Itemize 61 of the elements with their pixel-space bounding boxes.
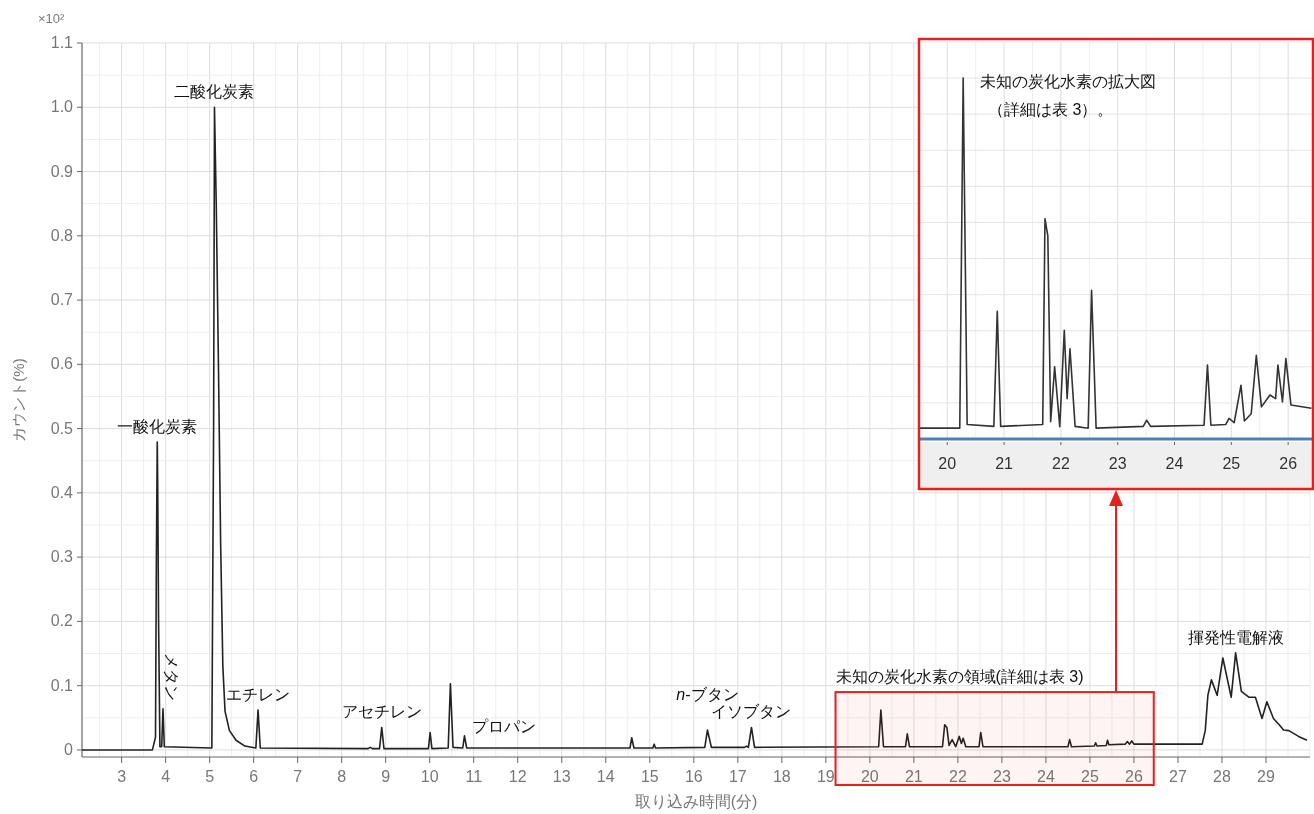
y-tick-label: 0 bbox=[64, 740, 74, 758]
y-tick-label: 0.2 bbox=[50, 612, 74, 630]
x-tick-label: 22 bbox=[948, 768, 967, 785]
annotation: 一酸化炭素 bbox=[117, 418, 198, 436]
x-tick-label: 25 bbox=[1081, 768, 1099, 785]
annotation: エチレン bbox=[226, 686, 291, 704]
x-tick-label: 11 bbox=[465, 768, 483, 785]
x-tick-label: 20 bbox=[860, 768, 879, 785]
annotation: 揮発性電解液 bbox=[1187, 628, 1284, 646]
x-tick-label: 21 bbox=[995, 455, 1014, 472]
annotation: 二酸化炭素 bbox=[174, 83, 255, 101]
x-tick-label: 12 bbox=[508, 768, 527, 785]
annotation: メタン bbox=[162, 652, 180, 701]
x-tick-label: 6 bbox=[249, 768, 259, 785]
y-tick-label: 0.5 bbox=[50, 419, 74, 437]
x-tick-label: 4 bbox=[161, 768, 171, 785]
x-tick-label: 16 bbox=[684, 768, 703, 785]
x-tick-label: 23 bbox=[993, 768, 1011, 785]
x-tick-label: 17 bbox=[728, 768, 747, 785]
y-tick-label: 0.1 bbox=[50, 676, 74, 694]
x-tick-label: 10 bbox=[420, 768, 439, 785]
y-tick-label: 0.3 bbox=[50, 548, 74, 566]
annotation: イソブタン bbox=[711, 703, 792, 721]
text: ×10² bbox=[38, 11, 66, 26]
x-tick-label: 26 bbox=[1279, 455, 1298, 472]
x-tick-label: 28 bbox=[1213, 768, 1231, 785]
x-tick-label: 23 bbox=[1108, 455, 1127, 472]
x-tick-label: 14 bbox=[596, 768, 615, 785]
x-tick-label: 21 bbox=[904, 768, 923, 785]
y-tick-label: 1.0 bbox=[50, 98, 74, 116]
x-tick-label: 18 bbox=[772, 768, 791, 785]
x-tick-label: 24 bbox=[1165, 455, 1184, 472]
y-axis-title: カウント(%) bbox=[10, 358, 27, 442]
x-tick-label: 8 bbox=[337, 768, 347, 785]
x-tick-label: 29 bbox=[1257, 768, 1275, 785]
annotation: n-ブタン bbox=[676, 686, 739, 704]
y-tick-label: 0.9 bbox=[50, 162, 74, 180]
x-tick-label: 20 bbox=[938, 455, 957, 472]
y-tick-label: 0.8 bbox=[50, 226, 74, 244]
x-tick-label: 27 bbox=[1169, 768, 1187, 785]
annotation: アセチレン bbox=[341, 703, 422, 721]
x-tick-label: 24 bbox=[1037, 768, 1055, 785]
x-tick-label: 13 bbox=[552, 768, 571, 785]
x-tick-label: 5 bbox=[205, 768, 215, 785]
y-tick-label: 0.4 bbox=[50, 483, 74, 501]
x-axis-title: 取り込み時間(分) bbox=[634, 793, 758, 810]
y-tick-label: 1.1 bbox=[50, 34, 74, 51]
x-tick-label: 3 bbox=[117, 768, 127, 785]
band-label: 未知の炭化水素の領域(詳細は表 3) bbox=[835, 668, 1084, 686]
annotation: （詳細は表 3）。 bbox=[988, 101, 1114, 118]
x-tick-label: 22 bbox=[1051, 455, 1070, 472]
x-tick-label: 25 bbox=[1222, 455, 1241, 472]
x-tick-label: 26 bbox=[1125, 768, 1143, 785]
annotation: プロパン bbox=[472, 717, 537, 735]
y-tick-label: 0.6 bbox=[50, 355, 74, 373]
annotation: 未知の炭化水素の拡大図 bbox=[980, 73, 1156, 90]
x-tick-label: 7 bbox=[293, 768, 303, 785]
x-tick-label: 19 bbox=[816, 768, 835, 785]
x-tick-label: 15 bbox=[640, 768, 659, 785]
x-tick-label: 9 bbox=[381, 768, 391, 785]
y-tick-label: 0.7 bbox=[50, 291, 74, 309]
